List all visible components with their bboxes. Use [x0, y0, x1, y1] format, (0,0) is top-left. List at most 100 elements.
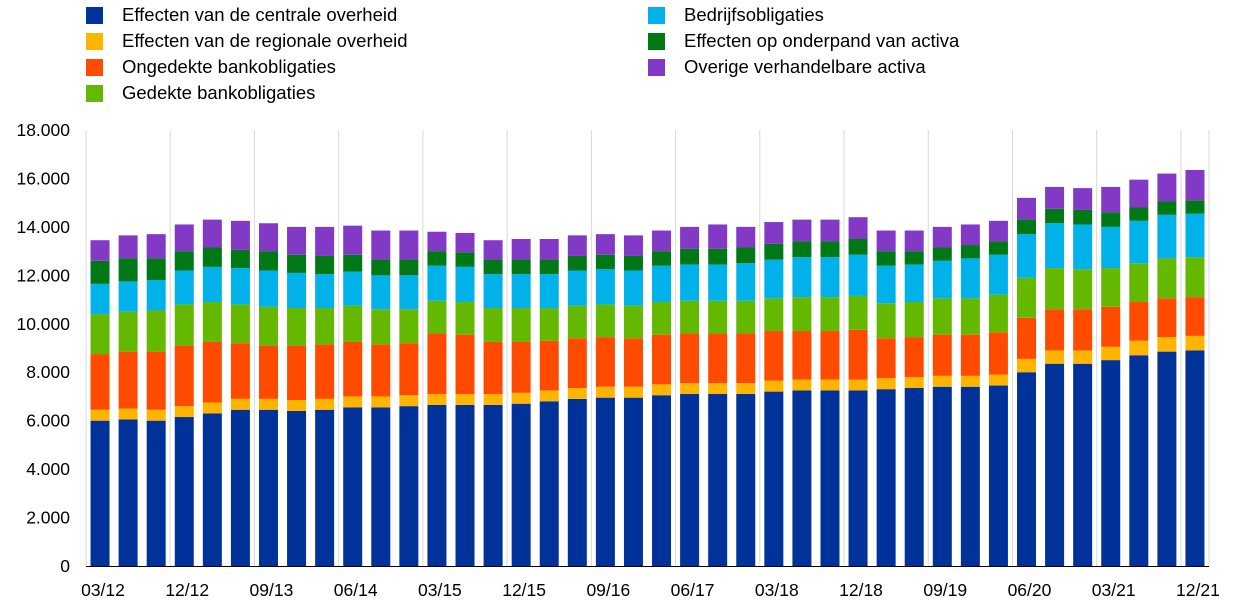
- bar-segment: [652, 230, 672, 252]
- bar-segment: [146, 409, 166, 421]
- bar-segment: [960, 298, 980, 335]
- bar-segment: [258, 345, 278, 399]
- bar-stack: [708, 224, 728, 566]
- bar-segment: [652, 395, 672, 566]
- y-tick-label: 16.000: [16, 168, 70, 188]
- bar-segment: [258, 398, 278, 410]
- bar-segment: [343, 225, 363, 255]
- bar-segment: [427, 231, 447, 252]
- x-tick-label: 06/14: [334, 580, 378, 600]
- bar-segment: [764, 222, 784, 244]
- bar-segment: [343, 407, 363, 566]
- x-tick-label: 09/19: [923, 580, 967, 600]
- x-tick-label: 12/12: [165, 580, 209, 600]
- bar-segment: [764, 243, 784, 260]
- x-tick-label: 03/12: [81, 580, 125, 600]
- legend-item: Effecten van de regionale overheid: [86, 30, 408, 52]
- bar-segment: [1045, 350, 1065, 364]
- legend-label: Bedrijfsobligaties: [684, 4, 824, 25]
- bar-segment: [371, 230, 391, 260]
- bar-segment: [736, 300, 756, 334]
- bar-segment: [1129, 263, 1149, 302]
- bar-segment: [427, 265, 447, 301]
- bar-segment: [455, 404, 475, 566]
- bar-segment: [511, 403, 531, 566]
- bar-stack: [343, 225, 363, 566]
- bar-stack: [820, 219, 840, 566]
- bar-stack: [567, 235, 587, 566]
- legend-swatch: [86, 6, 103, 24]
- bar-segment: [455, 232, 475, 253]
- bar-segment: [118, 408, 138, 420]
- bar-stack: [258, 223, 278, 566]
- bar-segment: [483, 308, 503, 342]
- bar-segment: [118, 281, 138, 312]
- bar-segment: [1101, 306, 1121, 347]
- bar-segment: [174, 417, 194, 566]
- x-tick-label: 09/13: [250, 580, 294, 600]
- bar-segment: [1017, 358, 1037, 373]
- bar-segment: [455, 266, 475, 302]
- bar-segment: [287, 272, 307, 309]
- bar-segment: [932, 375, 952, 387]
- bar-segment: [1073, 188, 1093, 210]
- bar-segment: [315, 344, 335, 399]
- bar-segment: [764, 259, 784, 299]
- bar-segment: [399, 275, 419, 310]
- bar-segment: [1045, 223, 1065, 269]
- y-tick-label: 10.000: [16, 314, 70, 334]
- bar-stack: [427, 231, 447, 566]
- bar-segment: [764, 391, 784, 566]
- bar-segment: [960, 258, 980, 299]
- bar-segment: [623, 397, 643, 566]
- bar-segment: [230, 220, 250, 250]
- bar-stack: [118, 235, 138, 566]
- x-tick-label: 12/18: [839, 580, 883, 600]
- bar-segment: [904, 377, 924, 388]
- bar-segment: [1157, 201, 1177, 215]
- bar-segment: [174, 251, 194, 271]
- bar-segment: [1045, 363, 1065, 566]
- bar-segment: [539, 401, 559, 566]
- bar-segment: [118, 235, 138, 259]
- bar-segment: [848, 390, 868, 566]
- bar-segment: [1045, 186, 1065, 209]
- bar-segment: [623, 305, 643, 339]
- bar-segment: [1017, 277, 1037, 318]
- bar-stack: [371, 230, 391, 566]
- bar-segment: [202, 402, 222, 414]
- bar-stack: [1157, 173, 1177, 566]
- bar-segment: [230, 398, 250, 410]
- bar-segment: [90, 409, 110, 421]
- bar-segment: [230, 249, 250, 269]
- bar-segment: [988, 374, 1008, 386]
- bar-segment: [539, 390, 559, 402]
- legend-swatch: [648, 32, 665, 50]
- bar-segment: [820, 257, 840, 298]
- bar-segment: [455, 301, 475, 335]
- bar-segment: [1101, 268, 1121, 307]
- bar-segment: [1157, 337, 1177, 352]
- bar-segment: [848, 379, 868, 391]
- x-tick-label: 09/16: [586, 580, 630, 600]
- legend-label: Overige verhandelbare activa: [684, 56, 926, 77]
- bar-segment: [90, 240, 110, 261]
- bar-segment: [680, 394, 700, 566]
- bar-segment: [567, 270, 587, 306]
- bar-segment: [792, 390, 812, 566]
- bar-segment: [1157, 298, 1177, 338]
- bar-segment: [848, 239, 868, 255]
- bar-segment: [848, 217, 868, 239]
- bar-segment: [1017, 317, 1037, 359]
- bar-segment: [792, 257, 812, 298]
- bar-segment: [427, 394, 447, 405]
- bar-segment: [848, 329, 868, 380]
- bar-segment: [1073, 209, 1093, 225]
- bar-segment: [848, 295, 868, 330]
- bar-segment: [174, 224, 194, 252]
- bar-segment: [118, 351, 138, 409]
- bar-segment: [1045, 208, 1065, 224]
- bar-segment: [90, 420, 110, 566]
- bar-segment: [623, 338, 643, 387]
- bar-segment: [736, 247, 756, 264]
